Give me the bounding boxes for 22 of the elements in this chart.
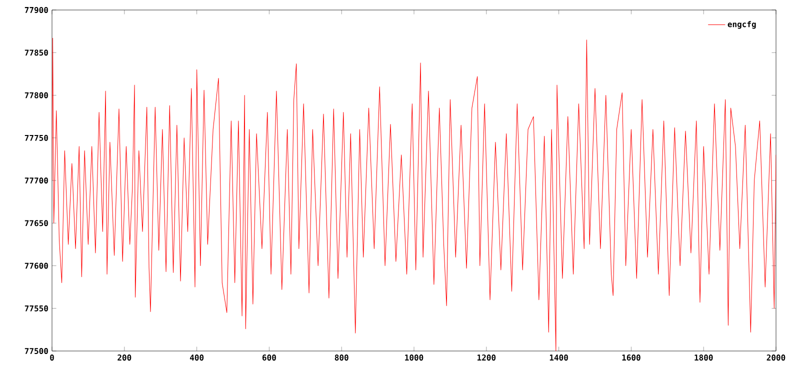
x-tick-label: 2000 xyxy=(766,354,786,361)
y-tick-label: 77850 xyxy=(24,50,48,56)
x-tick-label: 1000 xyxy=(405,354,424,361)
x-tick-label: 1600 xyxy=(622,354,640,361)
y-tick-label: 77600 xyxy=(24,262,48,269)
x-tick-label: 200 xyxy=(118,354,132,361)
line-series xyxy=(52,38,776,351)
y-tick-label: 77800 xyxy=(24,92,48,98)
x-tick-label: 800 xyxy=(334,354,348,361)
x-tick-label: 1800 xyxy=(694,354,713,361)
x-tick-label: 600 xyxy=(262,354,276,361)
y-tick-label: 77500 xyxy=(24,348,48,354)
y-tick-label: 77550 xyxy=(24,305,48,312)
x-tick-label: 1400 xyxy=(550,354,568,361)
y-tick-label: 77650 xyxy=(24,220,48,226)
y-tick-label: 77700 xyxy=(24,177,48,184)
x-tick-label: 400 xyxy=(190,354,204,361)
x-tick-label: 0 xyxy=(50,354,54,361)
legend-label: engcfg xyxy=(728,21,756,29)
y-tick-label: 77750 xyxy=(24,134,48,141)
x-tick-label: 1200 xyxy=(478,354,496,361)
y-tick-label: 77900 xyxy=(24,6,48,14)
